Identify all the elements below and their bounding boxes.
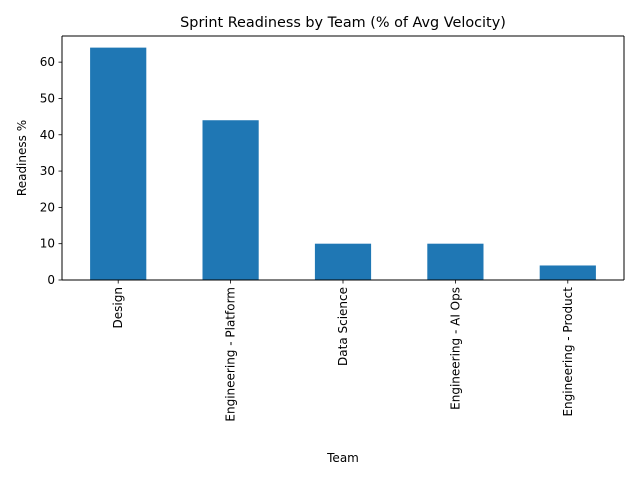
x-tick-label-3: Engineering - AI Ops — [448, 287, 462, 410]
x-tick-label-4: Engineering - Product — [561, 287, 575, 417]
y-tick-label-5: 50 — [40, 91, 55, 105]
x-axis: Design Engineering - Platform Data Science… — [111, 280, 575, 422]
y-tick-label-4: 40 — [40, 128, 55, 142]
y-tick-label-1: 10 — [40, 237, 55, 251]
bar-2 — [314, 243, 372, 280]
x-axis-label: Team — [326, 451, 359, 465]
y-axis-label: Readiness % — [15, 120, 29, 196]
y-tick-label-6: 60 — [40, 55, 55, 69]
bar-1 — [202, 120, 259, 280]
x-tick-label-0: Design — [111, 287, 125, 328]
bar-3 — [427, 243, 484, 280]
y-tick-label-0: 0 — [47, 273, 55, 287]
y-tick-label-3: 30 — [40, 164, 55, 178]
chart-title: Sprint Readiness by Team (% of Avg Veloc… — [180, 15, 506, 31]
x-tick-label-2: Data Science — [336, 287, 350, 366]
y-axis: 0 10 20 30 40 50 60 — [40, 55, 62, 287]
bar-0 — [90, 47, 147, 280]
y-tick-label-2: 20 — [40, 200, 55, 214]
x-tick-label-1: Engineering - Platform — [224, 287, 238, 422]
plot-area — [61, 35, 625, 281]
bar-4 — [539, 265, 596, 280]
